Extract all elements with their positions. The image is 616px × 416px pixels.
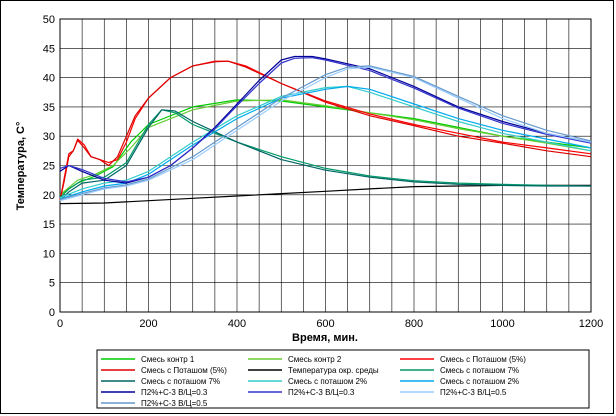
- y-tick-label: 40: [43, 73, 55, 85]
- series-lines: [59, 55, 592, 205]
- legend-label: Смесь с Поташом (5%): [440, 355, 526, 364]
- y-tick-label: 50: [43, 14, 55, 26]
- y-axis-title: Температура, С°: [15, 122, 27, 211]
- legend-label: Температура окр. среды: [288, 366, 379, 375]
- x-tick-label: 1000: [490, 318, 514, 330]
- legend-label: Смесь с Поташом (5%): [141, 366, 227, 375]
- y-tick-label: 15: [43, 219, 55, 231]
- y-tick-label: 35: [43, 102, 55, 114]
- x-tick-label: 0: [57, 318, 63, 330]
- legend-label: П2%+С-3 В/Ц=0.5: [141, 399, 208, 408]
- tick-labels: 0 5 10 15 20 25 30 35 40 45 50 0 200 400 600 800 1000 120…: [43, 14, 603, 330]
- x-axis-title: Время, мин.: [292, 332, 358, 344]
- y-tick-label: 5: [49, 278, 55, 290]
- legend-label: П2%+С-3 В/Ц=0.3: [288, 388, 355, 397]
- y-tick-label: 30: [43, 131, 55, 143]
- y-tick-label: 45: [43, 43, 55, 55]
- series-line-10: [59, 55, 592, 184]
- y-tick-label: 25: [43, 161, 55, 173]
- series-line-4: [59, 60, 592, 201]
- legend-label: П2%+С-3 В/Ц=0.5: [440, 388, 507, 397]
- legend: Смесь контр 1 Смесь контр 2 Смесь с Поташо…: [96, 349, 590, 409]
- series-line-12: [59, 66, 592, 202]
- legend-label: П2%+С-3 В/Ц=0.3: [141, 388, 208, 397]
- x-tick-label: 200: [139, 318, 157, 330]
- series-line-11: [59, 57, 592, 183]
- series-line-9: [59, 85, 592, 200]
- x-tick-label: 800: [405, 318, 423, 330]
- y-tick-label: 20: [43, 190, 55, 202]
- series-line-2: [59, 99, 592, 196]
- x-tick-label: 600: [316, 318, 334, 330]
- x-tick-label: 400: [228, 318, 246, 330]
- legend-label: Смесь контр 1: [141, 355, 195, 364]
- y-tick-label: 0: [49, 307, 55, 319]
- series-line-13: [59, 65, 592, 201]
- series-line-6: [59, 109, 592, 199]
- grid: [59, 18, 592, 313]
- legend-label: Смесь контр 2: [288, 355, 342, 364]
- legend-label: Смесь с поташом 2%: [288, 377, 367, 386]
- legend-box: [96, 349, 590, 409]
- legend-label: Смесь с поташом 7%: [141, 377, 220, 386]
- y-tick-label: 10: [43, 248, 55, 260]
- legend-label: Смесь с поташом 7%: [440, 366, 519, 375]
- legend-label: Смесь с поташом 2%: [440, 377, 519, 386]
- x-tick-label: 1200: [579, 318, 603, 330]
